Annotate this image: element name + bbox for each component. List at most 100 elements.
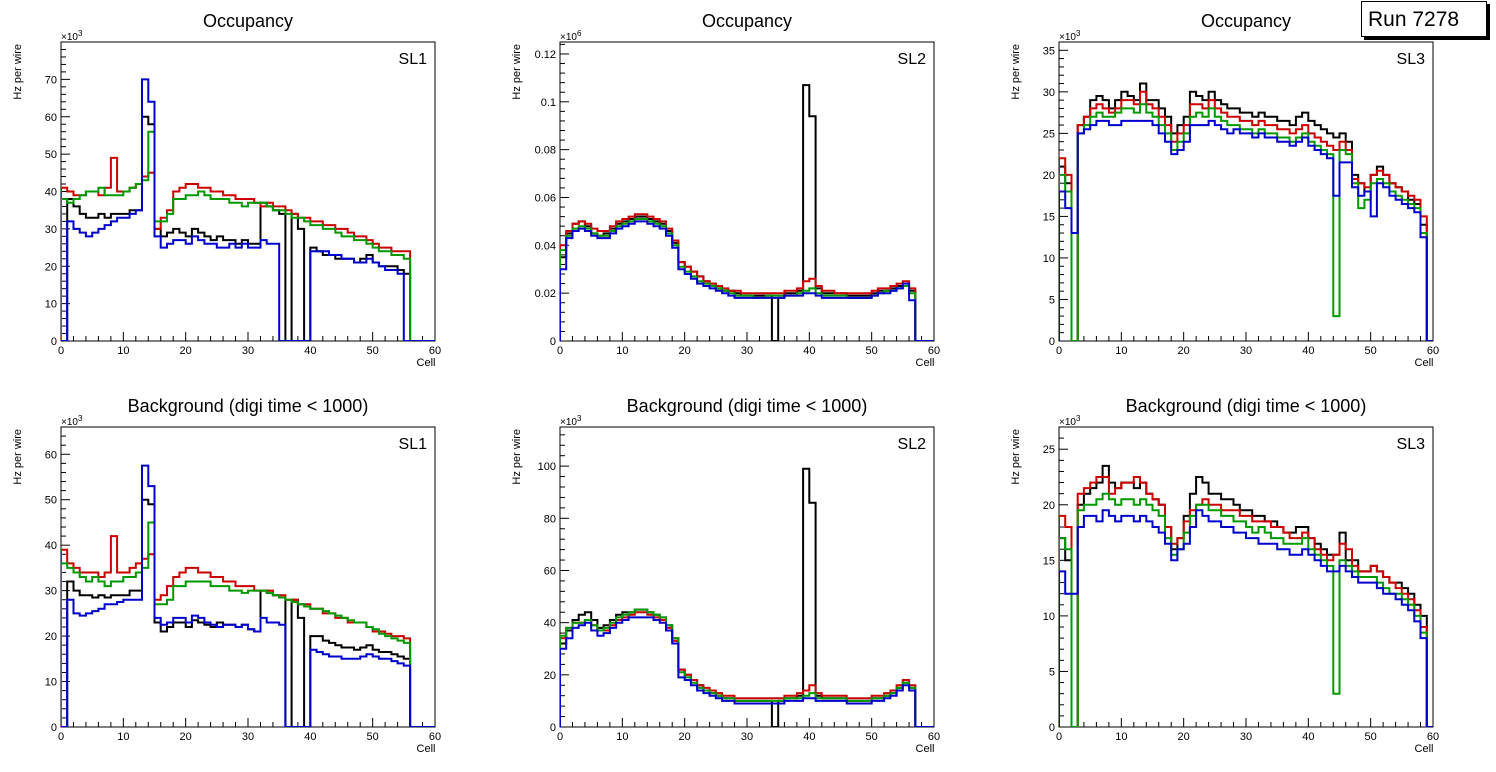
y-tick-label: 20 [45,631,57,643]
x-tick-label: 40 [803,345,815,357]
x-tick-label: 20 [679,731,691,743]
series-blue-line [61,78,435,341]
series-red-line [61,156,435,341]
y-tick-label: 5 [1049,666,1055,678]
y-tick-label: 100 [538,461,556,473]
x-tick-label: 0 [557,731,563,743]
series-red-line [560,213,934,341]
series-green-line [1059,492,1433,727]
chart-panel-5: Background (digi time < 1000) 0 10 20 30 40 50… [511,396,940,755]
y-tick-label: 60 [45,112,57,124]
series-red-line [1059,476,1433,727]
y-tick-label: 20 [45,261,57,273]
x-tick-label: 60 [1427,345,1439,357]
x-axis-label: Cell [1415,357,1434,369]
y-axis-exponent: ×103 [61,414,83,428]
x-tick-label: 40 [304,345,316,357]
x-axis-label: Cell [916,357,935,369]
chart-title: Occupancy [203,11,293,31]
y-tick-label: 40 [544,618,556,630]
y-tick-label: 15 [1043,211,1055,223]
x-tick-label: 20 [1178,731,1190,743]
y-tick-label: 60 [45,449,57,461]
y-tick-label: 0 [1049,336,1055,348]
y-tick-label: 0.04 [535,240,556,252]
panel-label: SL3 [1397,51,1426,68]
x-tick-label: 0 [58,731,64,743]
series-black-line [61,498,435,727]
chart-title: Background (digi time < 1000) [1126,396,1367,416]
x-tick-label: 30 [741,731,753,743]
y-tick-label: 35 [1043,45,1055,57]
y-tick-label: 40 [45,540,57,552]
y-axis-label: Hz per wire [511,44,523,100]
panel-label: SL1 [399,436,428,453]
x-tick-label: 20 [180,731,192,743]
y-tick-label: 0.1 [541,97,556,109]
y-tick-label: 10 [45,299,57,311]
y-tick-label: 0 [51,336,57,348]
y-tick-label: 5 [1049,294,1055,306]
y-tick-label: 15 [1043,555,1055,567]
x-tick-label: 30 [1240,731,1252,743]
series-red-line [560,611,934,727]
x-axis-label: Cell [417,743,436,755]
run-label: Run 7278 [1361,1,1487,37]
y-tick-label: 20 [1043,500,1055,512]
x-tick-label: 0 [58,345,64,357]
y-tick-label: 25 [1043,128,1055,140]
x-axis-label: Cell [1415,743,1434,755]
x-tick-label: 20 [180,345,192,357]
plot-frame [559,426,935,728]
series-black-line [560,467,934,727]
x-tick-label: 10 [616,731,628,743]
series-green-line [1059,103,1433,341]
y-axis-exponent: ×103 [1059,29,1081,43]
series-green-line [560,218,934,341]
chart-panel-4: Background (digi time < 1000) 0 10 20 30 40 50… [12,396,441,755]
x-tick-label: 50 [866,731,878,743]
x-tick-label: 60 [429,731,441,743]
series-black-line [560,84,934,341]
y-tick-label: 0 [550,336,556,348]
y-tick-label: 10 [1043,611,1055,623]
series-blue-line [61,464,435,727]
series-red-line [1059,90,1433,341]
y-tick-label: 0.02 [535,288,556,300]
x-axis-label: Cell [916,743,935,755]
y-tick-label: 0 [51,722,57,734]
x-tick-label: 30 [1240,345,1252,357]
y-tick-label: 20 [544,670,556,682]
x-tick-label: 10 [117,345,129,357]
x-tick-label: 50 [367,731,379,743]
y-tick-label: 10 [45,677,57,689]
chart-title: Occupancy [702,11,792,31]
x-tick-label: 50 [1365,731,1377,743]
series-blue-line [1059,509,1433,727]
chart-panel-3: Occupancy 0 10 20 30 40 50 60 0 5 10 15 20 25 30 35 Cell… [1010,11,1439,369]
x-tick-label: 20 [1178,345,1190,357]
y-tick-label: 20 [1043,170,1055,182]
x-tick-label: 0 [1056,345,1062,357]
x-tick-label: 60 [928,731,940,743]
series-black-line [61,115,435,341]
x-tick-label: 60 [429,345,441,357]
y-axis-exponent: ×106 [560,29,582,43]
x-tick-label: 60 [1427,731,1439,743]
y-axis-label: Hz per wire [511,429,523,485]
y-axis-exponent: ×103 [1059,414,1081,428]
y-tick-label: 0.12 [535,49,556,61]
series-blue-line [560,616,934,727]
x-tick-label: 40 [1302,345,1314,357]
panel-label: SL3 [1397,436,1426,453]
x-tick-label: 40 [1302,731,1314,743]
y-axis-label: Hz per wire [1010,44,1022,100]
y-tick-label: 50 [45,495,57,507]
y-tick-label: 70 [45,74,57,86]
x-tick-label: 50 [1365,345,1377,357]
y-axis-exponent: ×103 [61,29,83,43]
x-tick-label: 50 [866,345,878,357]
x-tick-label: 30 [741,345,753,357]
chart-title: Occupancy [1201,11,1291,31]
